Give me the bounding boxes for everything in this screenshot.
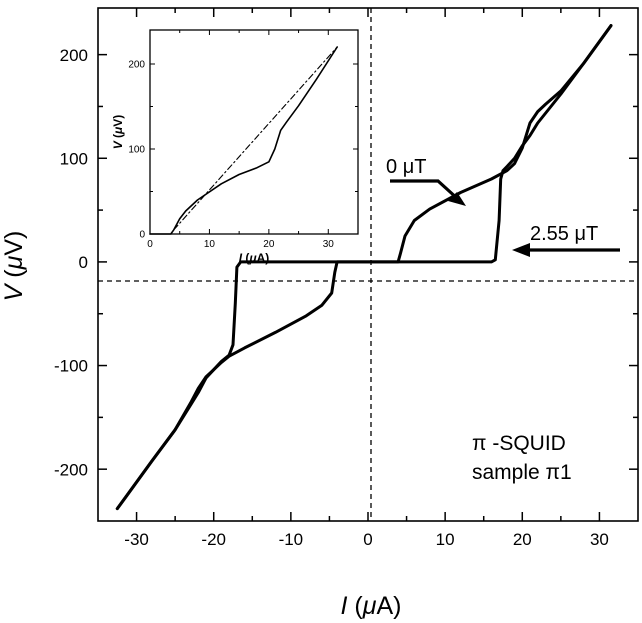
inset-x-tick-label: 10 xyxy=(204,239,216,250)
annotation-2-55uT-value: 2.55 xyxy=(530,223,574,245)
annotation-sample-pi: π xyxy=(546,461,561,484)
inset-y-title-unit: V) xyxy=(111,115,125,127)
inset-x-tick-label: 30 xyxy=(323,239,335,250)
annotation-pi-squid: π -SQUID xyxy=(472,432,566,455)
main-series-group xyxy=(115,24,613,511)
main-y-title-paren: ( xyxy=(0,269,28,285)
inset-x-title-unit: A) xyxy=(257,251,270,265)
annotation-pi-squid-text: -SQUID xyxy=(487,432,566,455)
inset-x-axis-title: I (μA) xyxy=(239,251,270,265)
annotation-sample-number: 1 xyxy=(560,461,572,484)
main-y-tick-label: 100 xyxy=(60,149,88,168)
main-x-tick-label: 20 xyxy=(513,530,532,549)
inset-y-title-paren: ( xyxy=(111,134,125,141)
main-x-title-italic: I xyxy=(341,592,348,620)
main-y-title-unit: V) xyxy=(0,231,28,256)
main-x-tick-label: 10 xyxy=(436,530,455,549)
main-x-tick-label: -10 xyxy=(279,530,304,549)
main-x-tick-label: 0 xyxy=(363,530,372,549)
main-x-title-unit: A) xyxy=(376,592,401,620)
main-x-tick-label: -20 xyxy=(201,530,226,549)
inset-series-2-line xyxy=(173,46,338,231)
inset-x-title-paren: ( xyxy=(242,251,249,265)
main-y-axis-title: V (μV) xyxy=(0,231,28,302)
main-y-tick-label: 0 xyxy=(79,253,88,272)
annotation-sample-text: sample xyxy=(472,461,546,484)
inset-series-1-line xyxy=(149,46,339,235)
inset-y-tick-label: 0 xyxy=(139,230,145,241)
arrow-0uT-head xyxy=(448,192,466,206)
inset-x-title-italic: I xyxy=(239,251,243,265)
main-x-tick-label: 30 xyxy=(590,530,609,549)
annotation-0uT: 0 μT xyxy=(386,156,426,178)
annotation-2-55uT-unit: T xyxy=(586,223,598,245)
annotation-0uT-unit: T xyxy=(414,156,426,178)
main-x-title-paren: ( xyxy=(347,592,363,620)
inset-x-tick-label: 20 xyxy=(263,239,275,250)
annotation-2-55uT-mu: μ xyxy=(574,223,586,245)
inset-background xyxy=(150,30,358,234)
inset-y-title-italic: V xyxy=(111,140,125,149)
main-y-title-italic: V xyxy=(0,282,28,301)
annotation-2-55uT: 2.55 μT xyxy=(530,223,598,245)
inset-ticks: 0 10 20 30 0 100 200 xyxy=(128,30,358,250)
inset-y-tick-label: 100 xyxy=(128,145,145,156)
main-y-tick-label: -200 xyxy=(54,460,88,479)
annotation-0uT-mu: μ xyxy=(403,156,415,178)
inset-plot-frame xyxy=(149,29,359,235)
inset-x-title-mu: μ xyxy=(248,251,257,265)
arrow-2-55uT-head xyxy=(512,243,530,257)
main-x-axis-title: I (μA) xyxy=(341,592,402,620)
inset-x-tick-label: 0 xyxy=(147,239,153,250)
main-x-tick-label: -30 xyxy=(124,530,149,549)
arrow-0uT xyxy=(390,179,461,202)
main-x-title-mu: μ xyxy=(362,592,377,620)
inset-y-title-mu: μ xyxy=(111,126,125,135)
annotation-sample: sample π1 xyxy=(472,461,572,484)
inset-y-tick-label: 200 xyxy=(128,60,145,71)
main-y-title-mu: μ xyxy=(0,255,28,270)
inset-y-axis-title: V (μV) xyxy=(111,115,125,150)
inset-series-group xyxy=(149,46,339,235)
annotation-pi-squid-pi: π xyxy=(472,432,487,455)
main-y-tick-label: 200 xyxy=(60,46,88,65)
main-y-tick-label: -100 xyxy=(54,357,88,376)
annotation-0uT-value: 0 xyxy=(386,156,403,178)
main-series-2-line xyxy=(115,24,613,511)
